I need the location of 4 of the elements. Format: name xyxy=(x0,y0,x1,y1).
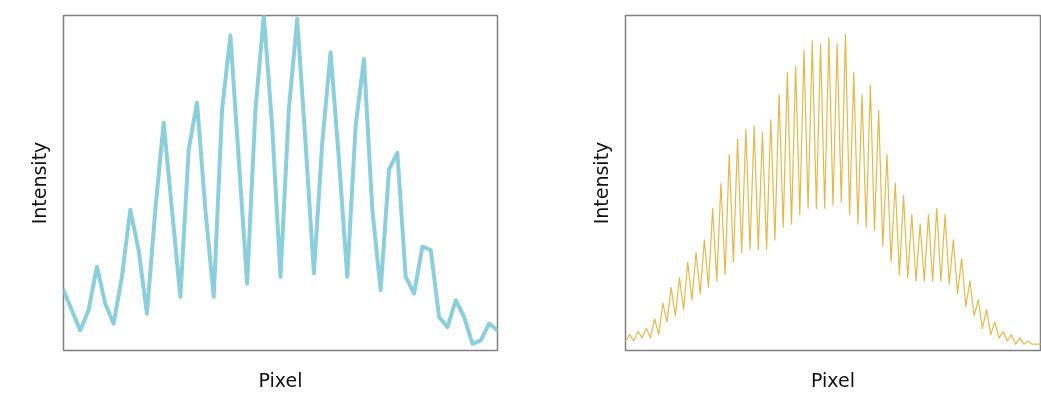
x-axis-title: Pixel xyxy=(811,368,855,391)
y-axis-title: Intensity xyxy=(589,141,612,225)
y-axis-title: Intensity xyxy=(27,141,50,225)
x-axis-title: Pixel xyxy=(258,368,303,391)
